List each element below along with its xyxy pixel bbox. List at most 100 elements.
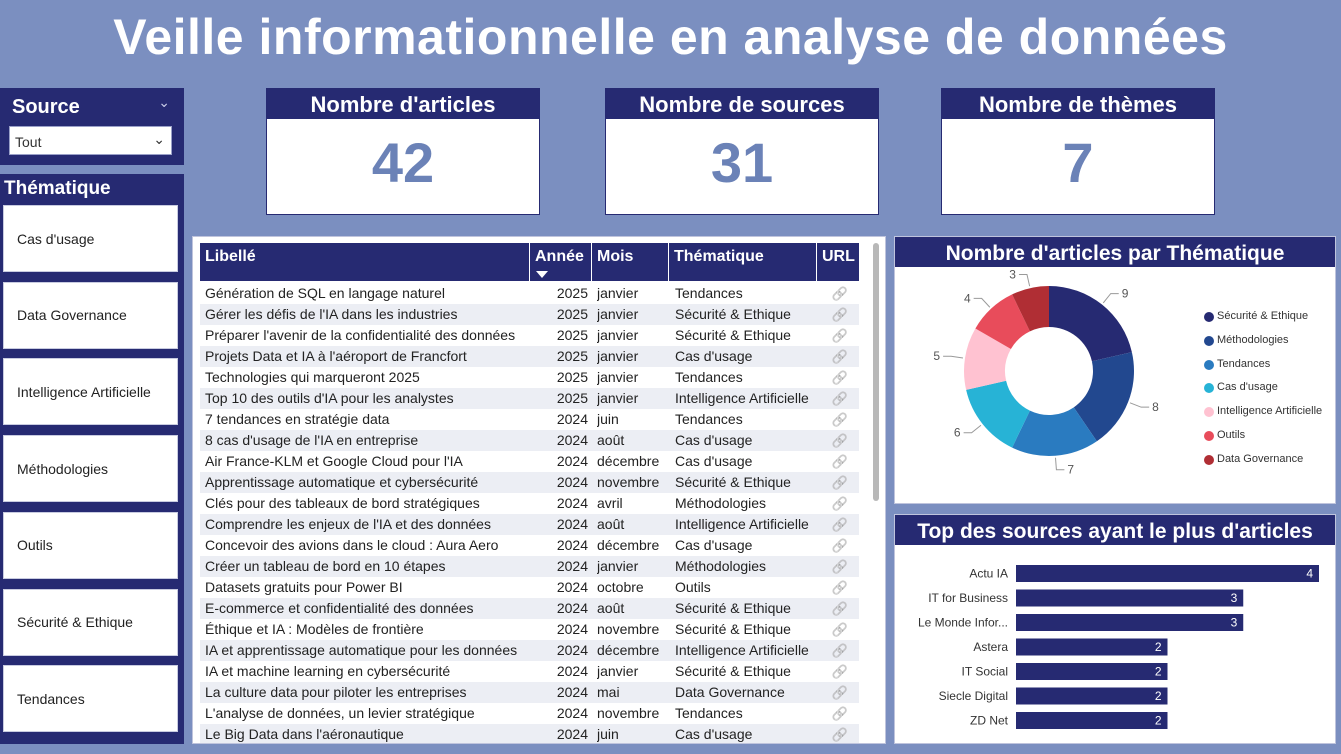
- theme-button[interactable]: Sécurité & Ethique: [3, 588, 178, 656]
- table-row[interactable]: IA et apprentissage automatique pour les…: [200, 640, 859, 661]
- link-icon[interactable]: 🔗: [831, 307, 849, 322]
- table-row[interactable]: Préparer l'avenir de la confidentialité …: [200, 325, 859, 346]
- bar[interactable]: [1016, 638, 1168, 656]
- link-icon[interactable]: 🔗: [831, 349, 849, 364]
- column-header-libelle[interactable]: Libellé: [200, 243, 530, 281]
- theme-button[interactable]: Outils: [3, 511, 178, 579]
- legend-item[interactable]: Outils: [1204, 424, 1322, 448]
- cell-thematique: Intelligence Artificielle: [675, 642, 809, 658]
- legend-item[interactable]: Cas d'usage: [1204, 376, 1322, 400]
- donut-slice[interactable]: [1012, 407, 1097, 456]
- legend-item[interactable]: Intelligence Artificielle: [1204, 400, 1322, 424]
- bar-category-label: IT Social: [962, 665, 1008, 679]
- bar[interactable]: [1016, 565, 1319, 582]
- leader-line: [1018, 273, 1031, 287]
- cell-libelle: Projets Data et IA à l'aéroport de Franc…: [205, 348, 467, 364]
- theme-button[interactable]: Méthodologies: [3, 435, 178, 503]
- theme-donut-chart: Nombre d'articles par Thématique 9 8 7 6 5 4 3…: [894, 236, 1336, 504]
- table-row[interactable]: Génération de SQL en langage naturel 2025…: [200, 283, 859, 304]
- table-row[interactable]: Éthique et IA : Modèles de frontière 2024…: [200, 619, 859, 640]
- bar-value-label: 2: [1155, 714, 1162, 728]
- theme-button[interactable]: Data Governance: [3, 281, 178, 349]
- bar[interactable]: [1016, 687, 1168, 705]
- table-row[interactable]: 8 cas d'usage de l'IA en entreprise 2024 a…: [200, 430, 859, 451]
- table-row[interactable]: Gérer les défis de l'IA dans les industr…: [200, 304, 859, 325]
- link-icon[interactable]: 🔗: [831, 622, 849, 637]
- link-icon[interactable]: 🔗: [831, 412, 849, 427]
- link-icon[interactable]: 🔗: [831, 727, 849, 742]
- bar[interactable]: [1016, 663, 1168, 680]
- theme-button[interactable]: Intelligence Artificielle: [3, 358, 178, 426]
- link-icon[interactable]: 🔗: [831, 580, 849, 595]
- column-header-mois[interactable]: Mois: [592, 243, 669, 281]
- table-row[interactable]: E-commerce et confidentialité des donnée…: [200, 598, 859, 619]
- link-icon[interactable]: 🔗: [831, 685, 849, 700]
- table-scrollbar[interactable]: [873, 243, 879, 501]
- link-icon[interactable]: 🔗: [831, 601, 849, 616]
- donut-slice[interactable]: [964, 328, 1011, 390]
- cell-mois: août: [597, 432, 625, 448]
- cell-thematique: Sécurité & Ethique: [675, 327, 791, 343]
- table-row[interactable]: Le Big Data dans l'aéronautique 2024 juin C…: [200, 724, 859, 743]
- link-icon[interactable]: 🔗: [831, 496, 849, 511]
- table-row[interactable]: L'analyse de données, un levier stratégi…: [200, 703, 859, 724]
- donut-data-label: 3: [1009, 267, 1016, 281]
- donut-slice[interactable]: [966, 380, 1030, 448]
- legend-item[interactable]: Data Governance: [1204, 448, 1322, 472]
- bar[interactable]: [1016, 589, 1244, 607]
- donut-data-label: 9: [1122, 287, 1129, 301]
- link-icon[interactable]: 🔗: [831, 559, 849, 574]
- table-row[interactable]: Projets Data et IA à l'aéroport de Franc…: [200, 346, 859, 367]
- table-row[interactable]: Datasets gratuits pour Power BI 2024 octob…: [200, 577, 859, 598]
- donut-slice[interactable]: [1073, 352, 1134, 442]
- cell-libelle: 8 cas d'usage de l'IA en entreprise: [205, 432, 419, 448]
- legend-item[interactable]: Méthodologies: [1204, 329, 1322, 353]
- table-row[interactable]: La culture data pour piloter les entrepr…: [200, 682, 859, 703]
- table-row[interactable]: Comprendre les enjeux de l'IA et des don…: [200, 514, 859, 535]
- donut-data-label: 5: [933, 349, 940, 363]
- bar[interactable]: [1016, 614, 1244, 631]
- theme-button[interactable]: Cas d'usage: [3, 205, 178, 272]
- kpi-card-sources: Nombre de sources 31: [605, 88, 879, 215]
- table-row[interactable]: IA et machine learning en cybersécurité 2…: [200, 661, 859, 682]
- collapse-chevron-icon[interactable]: ⌄: [158, 94, 170, 110]
- donut-slice[interactable]: [1049, 286, 1132, 362]
- link-icon[interactable]: 🔗: [831, 370, 849, 385]
- link-icon[interactable]: 🔗: [831, 286, 849, 301]
- table-row[interactable]: Créer un tableau de bord en 10 étapes 202…: [200, 556, 859, 577]
- legend-item[interactable]: Tendances: [1204, 353, 1322, 377]
- source-dropdown[interactable]: Tout ⌄: [9, 126, 172, 155]
- table-row[interactable]: Air France-KLM et Google Cloud pour l'IA…: [200, 451, 859, 472]
- link-icon[interactable]: 🔗: [831, 454, 849, 469]
- table-row[interactable]: 7 tendances en stratégie data 2024 juin Ten…: [200, 409, 859, 430]
- legend-label: Outils: [1217, 428, 1246, 441]
- link-icon[interactable]: 🔗: [831, 643, 849, 658]
- donut-slice[interactable]: [975, 294, 1030, 349]
- link-icon[interactable]: 🔗: [831, 517, 849, 532]
- table-row[interactable]: Concevoir des avions dans le cloud : Aur…: [200, 535, 859, 556]
- link-icon[interactable]: 🔗: [831, 391, 849, 406]
- link-icon[interactable]: 🔗: [831, 433, 849, 448]
- link-icon[interactable]: 🔗: [831, 706, 849, 721]
- column-header-thematique[interactable]: Thématique: [669, 243, 817, 281]
- bar-value-label: 2: [1155, 665, 1162, 679]
- legend-dot-icon: [1204, 430, 1214, 441]
- cell-mois: août: [597, 600, 625, 616]
- legend-label: Data Governance: [1217, 452, 1304, 465]
- link-icon[interactable]: 🔗: [831, 538, 849, 553]
- link-icon[interactable]: 🔗: [831, 475, 849, 490]
- column-header-annee[interactable]: Année: [530, 243, 592, 281]
- table-row[interactable]: Technologies qui marqueront 2025 2025 janv…: [200, 367, 859, 388]
- link-icon[interactable]: 🔗: [831, 328, 849, 343]
- table-row[interactable]: Apprentissage automatique et cybersécuri…: [200, 472, 859, 493]
- page-title: Veille informationnelle en analyse de do…: [113, 9, 1228, 65]
- legend-item[interactable]: Sécurité & Ethique: [1204, 305, 1322, 329]
- theme-button[interactable]: Tendances: [3, 665, 178, 733]
- bar[interactable]: [1016, 712, 1168, 729]
- link-icon[interactable]: 🔗: [831, 664, 849, 679]
- table-row[interactable]: Clés pour des tableaux de bord stratégiq…: [200, 493, 859, 514]
- bar-chart-title: Top des sources ayant le plus d'articles: [895, 515, 1335, 545]
- table-row[interactable]: Top 10 des outils d'IA pour les analyste…: [200, 388, 859, 409]
- donut-slice[interactable]: [1012, 286, 1049, 332]
- column-header-url[interactable]: URL: [822, 248, 855, 265]
